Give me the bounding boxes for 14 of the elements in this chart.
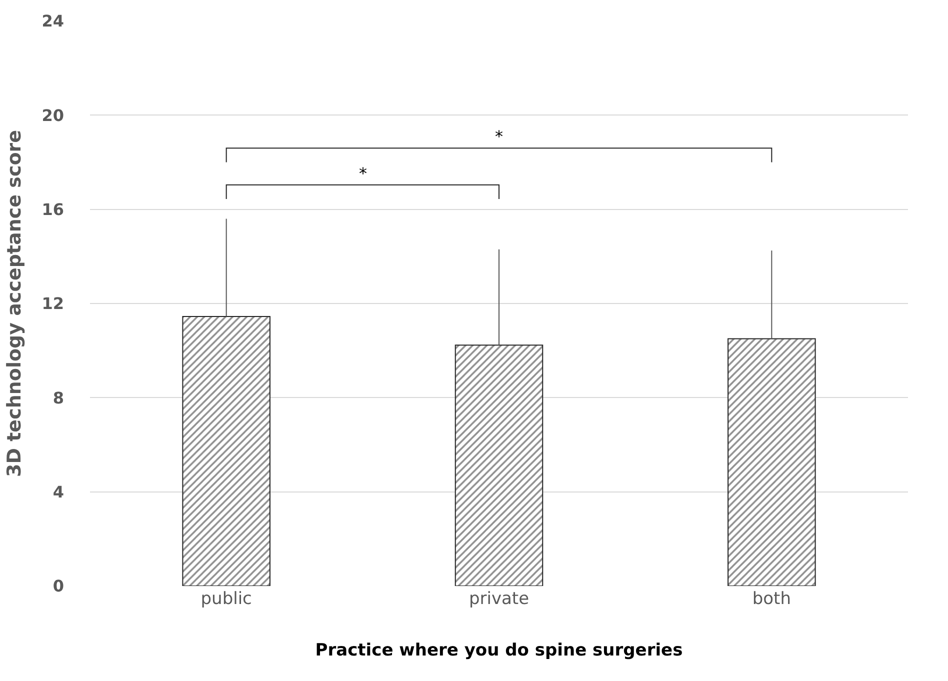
x-tick-label: public bbox=[200, 589, 252, 609]
y-tick-label: 24 bbox=[42, 12, 64, 31]
annotation: * bbox=[359, 164, 367, 183]
x-axis-title: Practice where you do spine surgeries bbox=[315, 640, 683, 660]
y-tick-label: 16 bbox=[42, 200, 64, 219]
y-tick-label: 12 bbox=[42, 294, 64, 314]
y-tick-label: 0 bbox=[52, 576, 64, 596]
annotation: * bbox=[495, 127, 503, 146]
y-tick-label: 20 bbox=[42, 106, 64, 125]
y-axis-title: 3D technology acceptance score bbox=[4, 130, 26, 478]
x-tick-label: both bbox=[752, 589, 791, 609]
x-tick-label: private bbox=[468, 589, 530, 609]
y-tick-label: 8 bbox=[52, 388, 64, 408]
y-tick-label: 4 bbox=[52, 482, 64, 502]
